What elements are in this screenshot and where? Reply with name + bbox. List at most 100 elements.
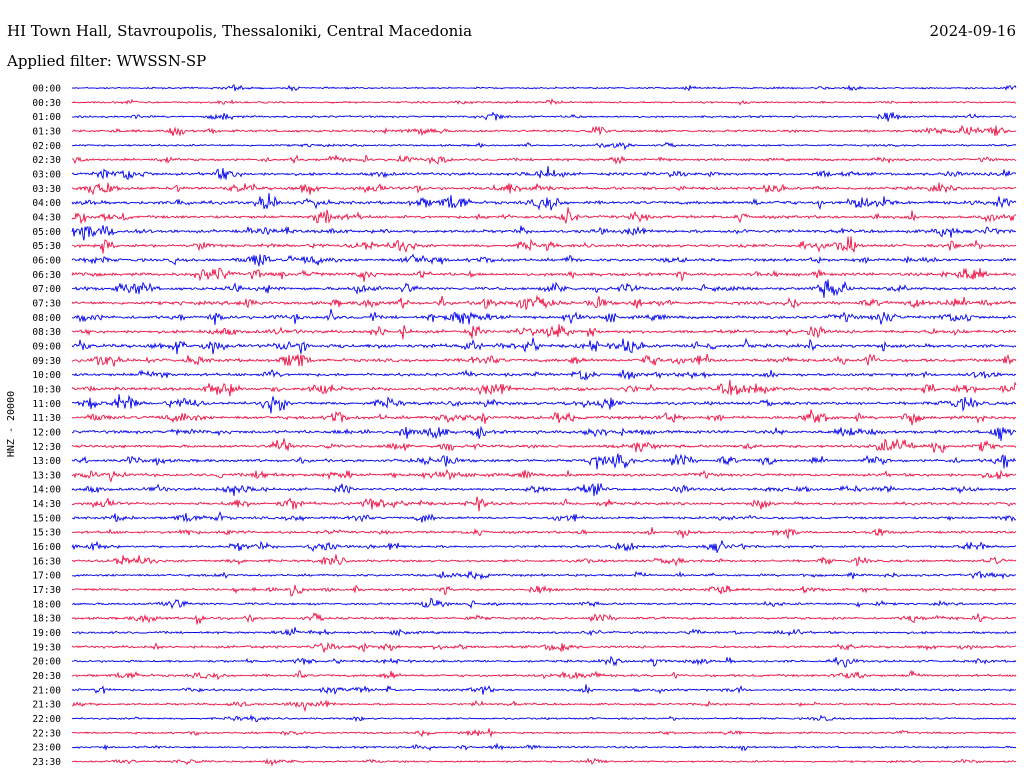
trace-line: [71, 728, 1017, 739]
row-time-label: 20:30: [32, 671, 61, 682]
row-time-label: 08:30: [32, 327, 61, 338]
row-time-label: 18:30: [32, 614, 61, 625]
row-time-label: 10:30: [32, 384, 61, 395]
row-time-label: 15:30: [32, 528, 61, 539]
chart-date: 2024-09-16: [930, 22, 1016, 40]
trace-line: [71, 309, 1017, 325]
trace-line: [71, 236, 1017, 254]
trace-line: [71, 111, 1017, 122]
row-time-label: 11:00: [32, 399, 61, 410]
trace-line: [71, 425, 1017, 441]
trace-line: [72, 627, 1017, 638]
row-time-label: 06:30: [32, 270, 61, 281]
row-time-label: 19:00: [32, 628, 61, 639]
trace-line: [71, 84, 1017, 92]
row-time-label: 14:30: [32, 499, 61, 510]
row-time-label: 13:30: [32, 470, 61, 481]
trace-line: [71, 570, 1017, 581]
row-time-label: 22:00: [32, 714, 61, 725]
row-time-label: 03:00: [32, 170, 61, 181]
row-time-label: 15:00: [32, 513, 61, 524]
row-time-label: 09:00: [32, 341, 61, 352]
row-time-label: 11:30: [32, 413, 61, 424]
trace-line: [72, 153, 1017, 165]
trace-line: [71, 655, 1017, 668]
trace-line: [71, 207, 1017, 225]
trace-line: [71, 267, 1017, 283]
trace-line: [71, 641, 1017, 653]
row-time-label: 00:00: [32, 84, 61, 95]
row-time-label: 21:00: [32, 685, 61, 696]
row-time-label: 17:00: [32, 571, 61, 582]
trace-line: [71, 510, 1017, 523]
row-time-label: 04:00: [32, 198, 61, 209]
row-time-label: 07:30: [32, 298, 61, 309]
trace-line: [71, 527, 1017, 540]
trace-line: [71, 437, 1017, 454]
trace-line: [71, 713, 1017, 723]
trace-line: [71, 192, 1017, 211]
chart-title: HI Town Hall, Stavroupolis, Thessaloniki…: [7, 22, 472, 40]
row-time-label: 03:30: [32, 184, 61, 195]
row-time-label: 05:00: [32, 227, 61, 238]
trace-line: [71, 540, 1017, 553]
y-axis-label: HNZ - 20000: [6, 391, 17, 457]
row-time-label: 22:30: [32, 728, 61, 739]
row-time-label: 09:30: [32, 356, 61, 367]
trace-line: [71, 253, 1017, 267]
trace-line: [71, 369, 1017, 381]
trace-line: [71, 97, 1017, 106]
filter-label: Applied filter: WWSSN-SP: [6, 52, 206, 70]
trace-line: [71, 757, 1017, 767]
row-time-label: 02:30: [32, 155, 61, 166]
row-time-label: 10:00: [32, 370, 61, 381]
row-time-label: 16:30: [32, 556, 61, 567]
row-time-label: 01:30: [32, 127, 61, 138]
trace-line: [71, 141, 1017, 151]
row-time-label: 16:00: [32, 542, 61, 553]
trace-line: [71, 409, 1017, 426]
row-time-label: 01:00: [32, 112, 61, 123]
trace-line: [71, 597, 1017, 610]
trace-line: [71, 554, 1017, 567]
trace-line: [71, 483, 1017, 497]
row-time-label: 17:30: [32, 585, 61, 596]
trace-line: [71, 699, 1017, 713]
trace-line: [71, 353, 1017, 367]
row-time-label: 00:30: [32, 98, 61, 109]
trace-line: [71, 182, 1017, 196]
row-time-label: 23:00: [32, 743, 61, 754]
trace-line: [71, 394, 1017, 414]
trace-rows: 00:00 00:30 01:00 01:30 02:00 02:30 03:00 03:30…: [32, 84, 1017, 768]
row-time-label: 19:30: [32, 642, 61, 653]
row-time-label: 12:30: [32, 442, 61, 453]
trace-line: [71, 742, 1017, 752]
trace-line: [71, 453, 1017, 470]
row-time-label: 23:30: [32, 757, 61, 768]
row-time-label: 02:00: [32, 141, 61, 152]
trace-line: [71, 225, 1017, 241]
trace-line: [71, 584, 1017, 597]
trace-line: [71, 612, 1017, 625]
row-time-label: 20:00: [32, 657, 61, 668]
trace-line: [71, 279, 1017, 299]
trace-line: [71, 468, 1017, 483]
row-time-label: 12:00: [32, 427, 61, 438]
row-time-label: 04:30: [32, 213, 61, 224]
row-time-label: 21:30: [32, 700, 61, 711]
trace-line: [71, 166, 1017, 181]
trace-line: [71, 124, 1017, 137]
row-time-label: 14:00: [32, 485, 61, 496]
row-time-label: 08:00: [32, 313, 61, 324]
trace-line: [71, 496, 1017, 512]
row-time-label: 18:00: [32, 599, 61, 610]
trace-line: [71, 379, 1017, 397]
row-time-label: 05:30: [32, 241, 61, 252]
trace-line: [71, 684, 1017, 696]
trace-line: [71, 669, 1017, 681]
row-time-label: 07:00: [32, 284, 61, 295]
row-time-label: 06:00: [32, 256, 61, 267]
row-time-label: 13:00: [32, 456, 61, 467]
trace-line: [71, 324, 1017, 340]
